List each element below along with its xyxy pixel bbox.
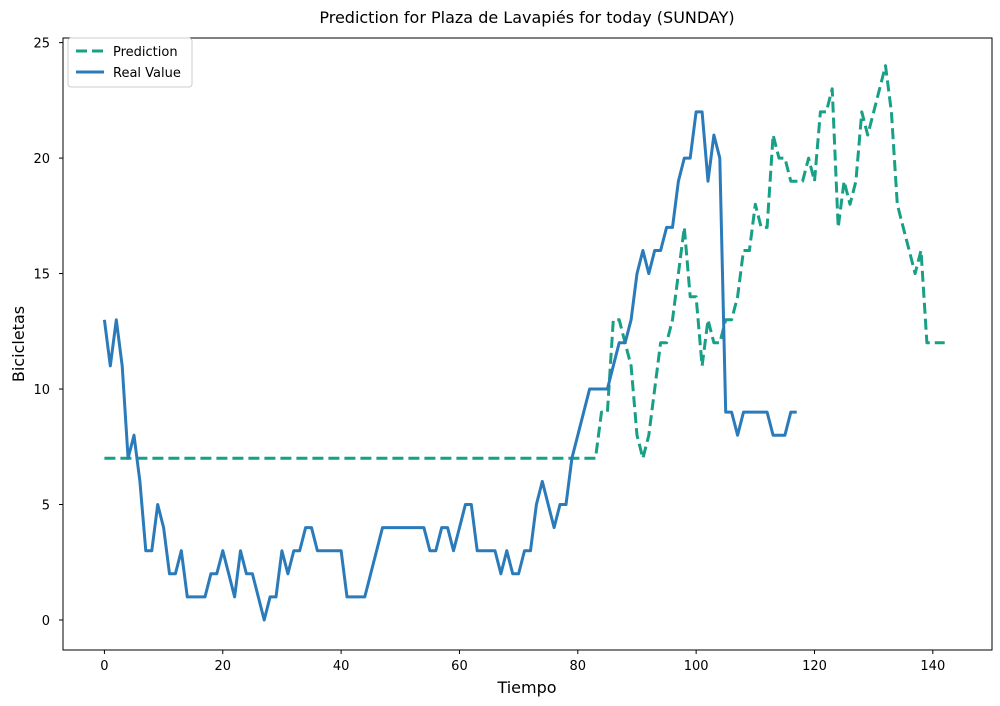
legend-prediction-label: Prediction [113,45,178,60]
plot-frame [62,37,993,651]
x-tick-label: 60 [451,659,468,674]
chart-title: Prediction for Plaza de Lavapiés for tod… [319,8,734,27]
legend: Prediction Real Value [67,37,193,88]
legend-real-value-label: Real Value [113,66,181,81]
x-tick-label: 40 [333,659,350,674]
y-axis-label: Bicicletas [9,306,28,382]
series-line-prediction [104,64,945,460]
y-tick-label: 0 [42,614,50,629]
plot-area [102,64,945,622]
x-tick-label: 0 [100,659,108,674]
y-tick-label: 20 [33,152,50,167]
y-tick-label: 25 [33,37,50,52]
x-axis-label: Tiempo [496,678,556,697]
x-tick-label: 100 [684,659,709,674]
y-tick-label: 5 [42,499,50,514]
x-tick-label: 140 [920,659,945,674]
x-tick-label: 80 [570,659,587,674]
axis-ticks: 0 20 40 60 80 100 120 140 0 5 10 15 20 25 [33,37,945,674]
series-line-real-value [102,110,797,622]
y-tick-label: 10 [33,383,50,398]
y-tick-label: 15 [33,268,50,283]
x-tick-label: 120 [802,659,827,674]
x-tick-label: 20 [214,659,231,674]
